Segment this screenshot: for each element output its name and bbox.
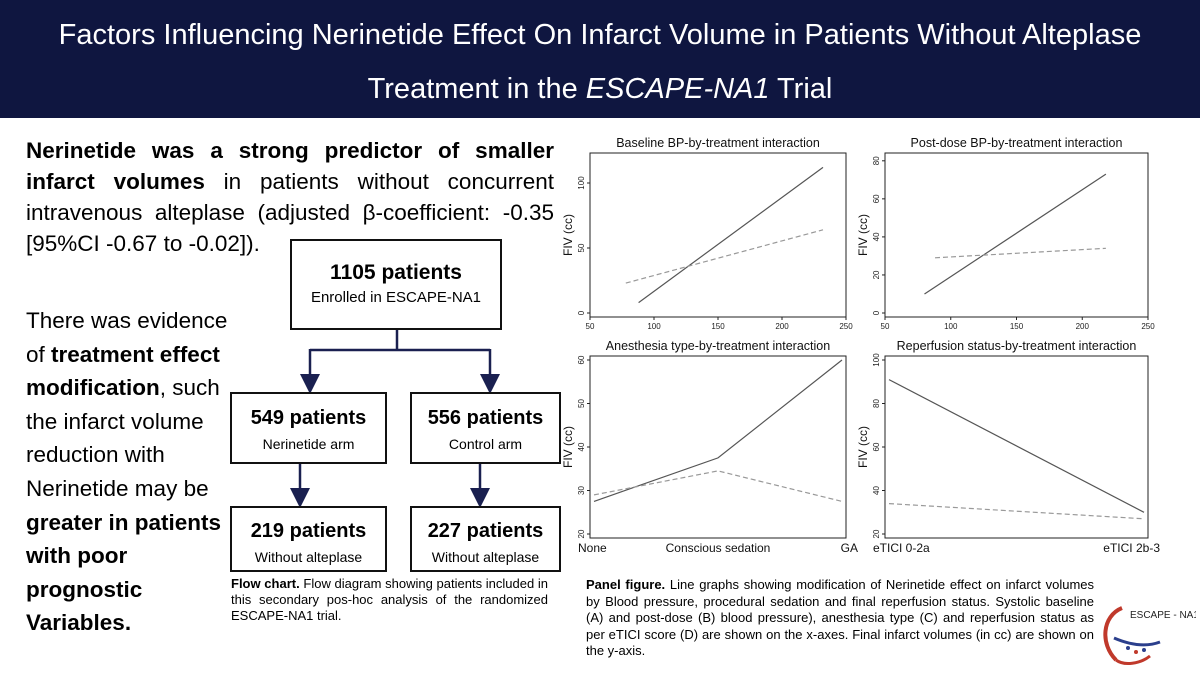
chart-2-frame: [884, 152, 1149, 318]
chart-4-xtick-label: eTICI 0-2a: [873, 541, 930, 555]
nerinetide-sub-count: 219 patients: [250, 520, 367, 542]
chart-1-ytick-label: 50: [577, 243, 586, 252]
panel-caption-bold: Panel figure.: [586, 577, 666, 592]
control-label: Control arm: [448, 436, 523, 452]
flow-box-control: 556 patients Control arm: [410, 392, 561, 464]
chart-4-ytick-label: 80: [872, 399, 881, 408]
chart-2-xtick-label: 100: [944, 322, 958, 331]
chart-1-xtick-label: 100: [647, 322, 661, 331]
flow-caption-bold: Flow chart.: [231, 576, 300, 591]
chart-1-ylabel: FIV (cc): [561, 214, 575, 256]
chart-1-title: Baseline BP-by-treatment interaction: [616, 136, 820, 150]
control-sub-count: 227 patients: [427, 520, 544, 542]
chart-2-series-solid: [924, 173, 1107, 295]
nerinetide-count: 549 patients: [250, 407, 367, 429]
title-banner: Factors Influencing Nerinetide Effect On…: [0, 0, 1200, 118]
title-line-2-pre: Treatment in the: [367, 73, 586, 105]
chart-2-series-dashed: [934, 247, 1106, 259]
panel-caption: Panel figure. Line graphs showing modifi…: [586, 577, 1094, 660]
chart-2-xtick-label: 150: [1010, 322, 1024, 331]
chart-3-xtick-label: GA: [841, 541, 858, 555]
escape-na1-logo: ESCAPE - NA1: [1103, 606, 1196, 665]
title-trial-name: ESCAPE-NA1: [585, 73, 770, 105]
chart-3-frame: [589, 355, 847, 539]
enrolled-count: 1105 patients: [330, 261, 462, 284]
flow-box-nerinetide: 549 patients Nerinetide arm: [230, 392, 387, 464]
modification-text: There was evidence of treatment effect m…: [26, 304, 231, 640]
chart-4-ytick-label: 40: [872, 486, 881, 495]
chart-1-series-dashed: [625, 229, 824, 284]
nerinetide-label: Nerinetide arm: [262, 436, 355, 452]
chart-1-ytick-label: 0: [577, 310, 586, 315]
chart-1-xtick-label: 200: [775, 322, 789, 331]
chart-4-ytick-label: 60: [872, 442, 881, 451]
chart-2-ytick-label: 20: [872, 270, 881, 279]
modification-b1: treatment effect modification: [26, 341, 220, 401]
chart-3-ytick-label: 20: [577, 529, 586, 538]
chart-4-xtick-label: eTICI 2b-3: [1103, 541, 1160, 555]
chart-1-ytick-label: 100: [577, 176, 586, 190]
chart-4-series-solid: [888, 379, 1145, 513]
chart-2-xtick-label: 50: [881, 322, 890, 331]
chart-3-ytick-label: 40: [577, 442, 586, 451]
chart-1-xtick-label: 250: [839, 322, 853, 331]
chart-4-series-dashed: [888, 503, 1145, 520]
chart-2-ytick-label: 60: [872, 194, 881, 203]
chart-1-xtick-label: 150: [711, 322, 725, 331]
summary-bold: Nerinetide was a strong predictor of sma…: [26, 138, 554, 194]
panel-caption-text: Line graphs showing modification of Neri…: [586, 577, 1094, 658]
chart-2-title: Post-dose BP-by-treatment interaction: [911, 136, 1123, 150]
chart-2-ytick-label: 40: [872, 232, 881, 241]
control-sub-label: Without alteplase: [431, 549, 540, 565]
title-line-2-post: Trial: [769, 73, 833, 105]
chart-2-ytick-label: 80: [872, 156, 881, 165]
chart-3-xtick-label: Conscious sedation: [666, 541, 771, 555]
flow-caption: Flow chart. Flow diagram showing patient…: [231, 576, 548, 624]
chart-4-ylabel: FIV (cc): [856, 426, 870, 468]
control-count: 556 patients: [427, 407, 544, 429]
modification-t2: , such the infarct volume reduction with…: [26, 375, 220, 501]
chart-1-xtick-label: 50: [586, 322, 595, 331]
chart-2-ylabel: FIV (cc): [856, 214, 870, 256]
title-line-1: Factors Influencing Nerinetide Effect On…: [58, 19, 1142, 51]
chart-3-ytick-label: 30: [577, 486, 586, 495]
chart-3-ylabel: FIV (cc): [561, 426, 575, 468]
chart-4-frame: [884, 355, 1149, 539]
chart-3-title: Anesthesia type-by-treatment interaction: [606, 339, 830, 353]
modification-b2: greater in patients with poor prognostic…: [26, 509, 222, 636]
chart-2-xtick-label: 200: [1076, 322, 1090, 331]
chart-4-title: Reperfusion status-by-treatment interact…: [897, 339, 1137, 353]
flow-box-control-no-alteplase: 227 patients Without alteplase: [410, 506, 561, 572]
chart-2-ytick-label: 0: [872, 310, 881, 315]
chart-3-xtick-label: None: [578, 541, 607, 555]
chart-4-ytick-label: 20: [872, 529, 881, 538]
nerinetide-sub-label: Without alteplase: [254, 549, 363, 565]
summary-rest: in patients without concurrent intraveno…: [26, 169, 554, 256]
chart-3-ytick-label: 60: [577, 355, 586, 364]
chart-3-series-dashed: [593, 470, 843, 502]
flow-box-nerinetide-no-alteplase: 219 patients Without alteplase: [230, 506, 387, 572]
chart-4-ytick-label: 100: [872, 353, 881, 367]
modification-t1: There was evidence of: [26, 308, 228, 367]
chart-2-xtick-label: 250: [1141, 322, 1155, 331]
chart-1-series-solid: [638, 166, 824, 304]
title-line-2: Treatment in the ESCAPE-NA1 Trial: [0, 62, 1200, 116]
summary-text: Nerinetide was a strong predictor of sma…: [26, 135, 554, 259]
chart-1-frame: [589, 152, 847, 318]
chart-3-ytick-label: 50: [577, 399, 586, 408]
enrolled-label: Enrolled in ESCAPE-NA1: [310, 289, 482, 306]
flow-caption-text: Flow diagram showing patients included i…: [231, 576, 549, 623]
logo-text: ESCAPE - NA1: [1130, 610, 1196, 621]
flow-box-enrolled: 1105 patients Enrolled in ESCAPE-NA1: [290, 239, 502, 330]
